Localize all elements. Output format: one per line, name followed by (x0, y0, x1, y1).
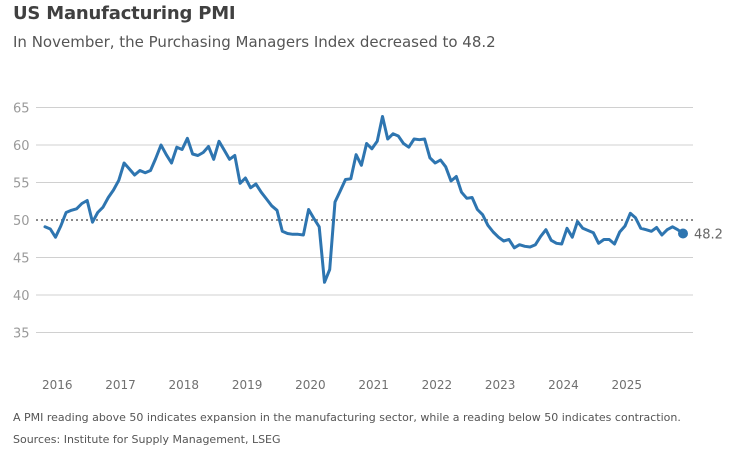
x-tick-label: 2017 (105, 378, 136, 392)
y-tick-label: 60 (13, 139, 30, 154)
y-tick-label: 65 (13, 102, 30, 117)
chart-source: Sources: Institute for Supply Management… (13, 433, 281, 446)
y-tick-label: 45 (13, 252, 30, 267)
x-tick-label: 2016 (42, 378, 73, 392)
y-tick-label: 35 (13, 327, 30, 342)
end-point-marker (678, 228, 688, 239)
y-axis-ticks: 35 40 45 50 55 60 65 (13, 102, 30, 342)
chart-subtitle: In November, the Purchasing Managers Ind… (13, 33, 496, 51)
x-tick-label: 2018 (169, 378, 200, 392)
x-tick-label: 2021 (358, 378, 389, 392)
chart-footnote: A PMI reading above 50 indicates expansi… (13, 411, 681, 424)
chart-title: US Manufacturing PMI (13, 3, 236, 24)
y-tick-label: 40 (13, 289, 30, 304)
gridlines (36, 107, 693, 333)
x-axis-ticks: 2016 2017 2018 2019 2020 2021 2022 2023 2024 2025 (42, 378, 642, 392)
end-point-label: 48.2 (694, 228, 723, 243)
x-tick-label: 2020 (295, 378, 326, 392)
x-tick-label: 2022 (422, 378, 453, 392)
x-tick-label: 2024 (548, 378, 579, 392)
x-tick-label: 2019 (232, 378, 263, 392)
series-line-pmi (43, 115, 685, 284)
y-tick-label: 55 (13, 177, 30, 192)
x-tick-label: 2025 (611, 378, 642, 392)
y-tick-label: 50 (13, 214, 30, 229)
x-tick-label: 2023 (485, 378, 516, 392)
